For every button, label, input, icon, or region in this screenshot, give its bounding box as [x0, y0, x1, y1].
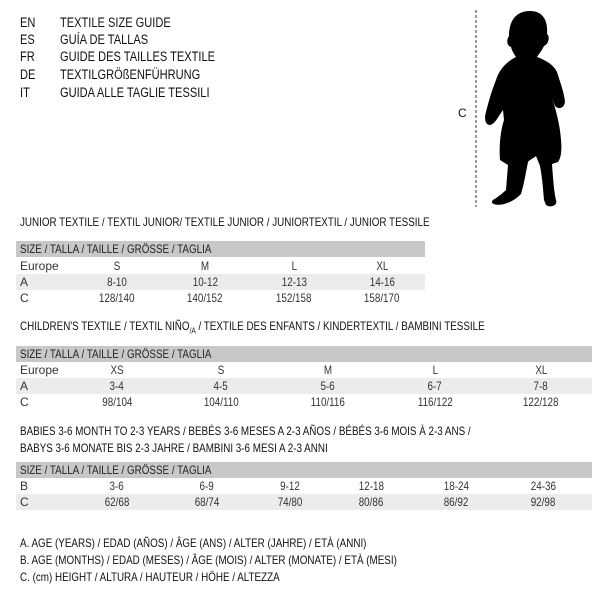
table-cell: 10-12 — [192, 275, 218, 289]
table-cell: 5-6 — [320, 379, 336, 393]
table-cell: 62/68 — [104, 495, 130, 509]
table-cell: 104/110 — [203, 395, 239, 409]
lang-code: ES — [20, 32, 35, 47]
table-cell: M — [200, 259, 210, 273]
babies-section-title: BABIES 3-6 MONTH TO 2-3 YEARS / BEBÉS 3-… — [20, 424, 471, 438]
table-cell: 110/116 — [310, 395, 346, 409]
table-cell: S — [217, 363, 225, 377]
legend-b: B. AGE (MONTHS) / EDAD (MESES) / ÂGE (MO… — [20, 553, 397, 567]
table-cell: 12-13 — [281, 275, 307, 289]
lang-code: EN — [20, 15, 36, 30]
table-cell: 122/128 — [523, 395, 559, 409]
table-cell: 3-4 — [109, 379, 125, 393]
height-measure-label: C — [458, 106, 467, 120]
table-cell: 86/92 — [443, 495, 469, 509]
table-cell: 128/140 — [99, 291, 135, 305]
row-label: C — [20, 291, 29, 305]
table-cell: 7-8 — [533, 379, 549, 393]
babies-size-header: SIZE / TALLA / TAILLE / GRÖSSE / TAGLIA — [16, 462, 592, 478]
row-label: Europe — [20, 259, 59, 273]
table-cell: XS — [110, 363, 124, 377]
title-de: TEXTILGRÖßENFÜHRUNG — [60, 67, 201, 82]
table-cell: 92/98 — [530, 495, 556, 509]
table-cell: 80/86 — [358, 495, 384, 509]
junior-size-header: SIZE / TALLA / TAILLE / GRÖSSE / TAGLIA — [16, 241, 425, 257]
title-es: GUÍA DE TALLAS — [60, 32, 149, 47]
table-cell: M — [323, 363, 333, 377]
table-cell: 14-16 — [369, 275, 395, 289]
table-cell: 9-12 — [280, 479, 300, 493]
table-cell: L — [291, 259, 297, 273]
babies-section-title-2: BABYS 3-6 MONATE BIS 2-3 JAHRE / BAMBINI… — [20, 441, 328, 455]
table-cell: L — [432, 363, 438, 377]
table-cell: 6-7 — [427, 379, 443, 393]
children-size-header: SIZE / TALLA / TAILLE / GRÖSSE / TAGLIA — [16, 346, 592, 362]
table-cell: 68/74 — [194, 495, 220, 509]
lang-code: FR — [20, 49, 35, 64]
child-silhouette-icon — [475, 10, 565, 207]
row-label: B — [20, 479, 29, 493]
table-cell: 152/158 — [276, 291, 312, 305]
table-cell: 3-6 — [109, 479, 125, 493]
table-row: B 3-6 6-9 9-12 12-18 18-24 24-36 — [16, 478, 592, 494]
table-cell: 98/104 — [101, 395, 133, 409]
title-en: TEXTILE SIZE GUIDE — [60, 15, 171, 30]
table-row: Europe S M L XL — [16, 258, 425, 274]
table-cell: 8-10 — [107, 275, 127, 289]
junior-section-title: JUNIOR TEXTILE / TEXTIL JUNIOR/ TEXTILE … — [20, 215, 430, 229]
legend-c: C. (cm) HEIGHT / ALTURA / HAUTEUR / HÖHE… — [20, 570, 280, 584]
table-cell: 158/170 — [364, 291, 400, 305]
lang-code: DE — [20, 67, 36, 82]
title-fr: GUIDE DES TAILLES TEXTILE — [60, 49, 216, 64]
row-label: C — [20, 495, 29, 509]
children-section-title: CHILDREN'S TEXTILE / TEXTIL NIÑO/A / TEX… — [20, 319, 485, 336]
table-cell: 12-18 — [358, 479, 384, 493]
table-row: C 98/104 104/110 110/116 116/122 122/128 — [16, 394, 592, 410]
row-label: C — [20, 395, 29, 409]
table-row: Europe XS S M L XL — [16, 362, 592, 378]
table-cell: 24-36 — [530, 479, 556, 493]
row-label: A — [20, 379, 29, 393]
table-row: C 128/140 140/152 152/158 158/170 — [16, 290, 425, 306]
row-label: A — [20, 275, 29, 289]
table-row: A 3-4 4-5 5-6 6-7 7-8 — [16, 378, 592, 394]
table-row: A 8-10 10-12 12-13 14-16 — [16, 274, 425, 290]
table-cell: 4-5 — [213, 379, 229, 393]
table-cell: 116/122 — [417, 395, 453, 409]
table-row: C 62/68 68/74 74/80 80/86 86/92 92/98 — [16, 494, 592, 510]
title-it: GUIDA ALLE TAGLIE TESSILI — [60, 85, 210, 100]
table-cell: 74/80 — [277, 495, 303, 509]
table-cell: 6-9 — [199, 479, 215, 493]
lang-code: IT — [20, 85, 30, 100]
table-cell: XL — [534, 363, 548, 377]
table-cell: 140/152 — [187, 291, 223, 305]
table-cell: S — [113, 259, 121, 273]
table-cell: 18-24 — [443, 479, 469, 493]
row-label: Europe — [20, 363, 59, 377]
legend-a: A. AGE (YEARS) / EDAD (AÑOS) / ÂGE (ANS)… — [20, 536, 367, 550]
table-cell: XL — [375, 259, 389, 273]
silhouette — [485, 11, 565, 207]
